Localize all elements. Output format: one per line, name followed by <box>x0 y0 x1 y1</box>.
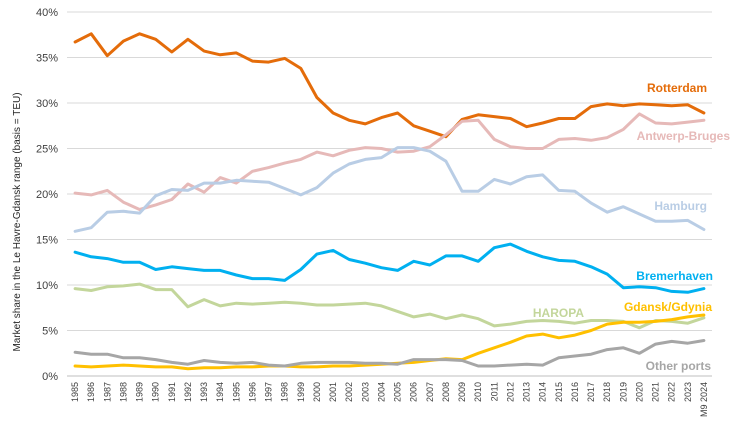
series-label-other-ports: Other ports <box>646 359 712 373</box>
x-tick-label: 2004 <box>376 382 386 402</box>
x-tick-label: 1998 <box>280 382 290 402</box>
series-line-other-ports <box>73 339 706 368</box>
x-axis-ticks: 1985 1986 1987 1988 1989 1990 1991 1992 1993 1994… <box>70 382 709 417</box>
series-label-gdansk-gdynia: Gdansk/Gdynia <box>624 300 712 314</box>
series-label-bremerhaven: Bremerhaven <box>636 269 713 283</box>
series-line-rotterdam <box>73 32 706 139</box>
x-tick-label: 2022 <box>667 382 677 402</box>
x-tick-label: 2016 <box>570 382 580 402</box>
x-tick-label: 2003 <box>360 382 370 402</box>
x-tick-label: 2007 <box>425 382 435 402</box>
x-tick-label: 1988 <box>118 382 128 402</box>
x-tick-label: 1994 <box>215 382 225 402</box>
x-tick-label: 2012 <box>505 382 515 402</box>
x-tick-label: 2021 <box>651 382 661 402</box>
x-tick-label: 2006 <box>409 382 419 402</box>
x-tick-label: 1990 <box>151 382 161 402</box>
y-tick-label: 40% <box>36 7 58 19</box>
x-tick-label: 1997 <box>264 382 274 402</box>
x-tick-label: 2017 <box>586 382 596 402</box>
y-tick-label: 20% <box>36 189 58 201</box>
x-tick-label: 1999 <box>296 382 306 402</box>
x-tick-label: 2001 <box>328 382 338 402</box>
x-tick-label: 2011 <box>489 382 499 401</box>
y-tick-label: 0% <box>42 371 58 383</box>
series-lines <box>73 32 706 371</box>
series-label-hamburg: Hamburg <box>654 199 707 213</box>
x-tick-label: 2015 <box>554 382 564 402</box>
y-tick-label: 25% <box>36 144 58 156</box>
x-tick-label: 1991 <box>167 382 177 402</box>
y-tick-label: 35% <box>36 53 58 65</box>
x-tick-label: 1993 <box>199 382 209 402</box>
x-tick-label: M9 2024 <box>699 382 709 417</box>
y-tick-label: 10% <box>36 280 58 292</box>
series-labels: Rotterdam Antwerp-Bruges Hamburg Bremerhave… <box>533 81 730 373</box>
x-tick-label: 2023 <box>683 382 693 402</box>
y-tick-label: 15% <box>36 235 58 247</box>
x-tick-label: 2010 <box>473 382 483 402</box>
x-tick-label: 2002 <box>344 382 354 402</box>
series-line-bremerhaven <box>73 242 706 294</box>
x-tick-label: 2014 <box>538 382 548 402</box>
x-tick-label: 2008 <box>441 382 451 402</box>
gridlines <box>67 11 712 377</box>
x-tick-label: 2000 <box>312 382 322 402</box>
series-label-haropa: HAROPA <box>533 306 584 320</box>
series-line-antwerp-bruges <box>73 112 706 211</box>
x-tick-label: 1987 <box>102 382 112 402</box>
x-tick-label: 2019 <box>618 382 628 402</box>
x-tick-label: 1989 <box>135 382 145 402</box>
x-tick-label: 1986 <box>86 382 96 402</box>
x-tick-label: 2018 <box>602 382 612 402</box>
series-line-haropa <box>73 282 706 330</box>
series-line-hamburg <box>73 146 706 233</box>
series-label-rotterdam: Rotterdam <box>647 81 707 95</box>
y-tick-label: 30% <box>36 98 58 110</box>
x-tick-label: 2013 <box>522 382 532 402</box>
x-tick-label: 2020 <box>634 382 644 402</box>
x-tick-label: 2005 <box>393 382 403 402</box>
x-tick-label: 1992 <box>183 382 193 402</box>
x-tick-label: 1985 <box>70 382 80 402</box>
x-tick-label: 1996 <box>247 382 257 402</box>
y-tick-label: 5% <box>42 326 58 338</box>
x-tick-label: 2009 <box>457 382 467 402</box>
y-axis-label: Market share in the Le Havre-Gdansk rang… <box>12 92 23 351</box>
y-axis-ticks: 0% 5% 10% 15% 20% 25% 30% 35% 40% <box>36 7 58 383</box>
x-tick-label: 1995 <box>231 382 241 402</box>
series-label-antwerp-bruges: Antwerp-Bruges <box>637 129 731 143</box>
